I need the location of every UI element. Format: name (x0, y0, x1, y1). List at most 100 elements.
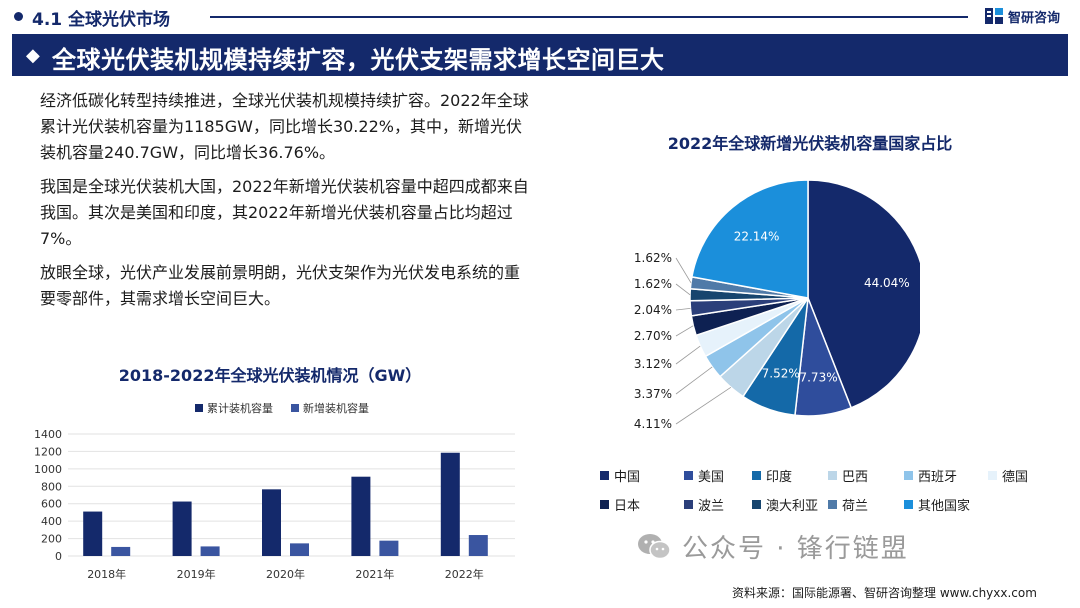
y-tick-label: 600 (41, 498, 62, 511)
pie-data-label: 1.62% (634, 251, 672, 265)
legend-swatch (600, 471, 609, 480)
x-tick-label: 2020年 (266, 567, 305, 581)
legend-swatch (684, 471, 693, 480)
pie-data-label: 3.12% (634, 357, 672, 371)
paragraph: 放眼全球，光伏产业发展前景明朗，光伏支架作为光伏发电系统的重要零部件，其需求增长… (40, 263, 521, 308)
wechat-account-text: 公众号 · 锋行链盟 (682, 534, 909, 564)
legend-label: 澳大利亚 (766, 499, 819, 514)
pie-chart-legend: 中国 美国 印度 巴西 西班牙 德国日本 波兰 澳大利亚 荷兰 其他国家 (600, 466, 1028, 514)
legend-label: 巴西 (842, 470, 869, 485)
bar-chart: 0 200 400 600 800 1000 1200 1400 2018年 2019年 2020年… (34, 428, 515, 581)
legend-swatch (988, 471, 997, 480)
pie-data-label: 2.04% (634, 303, 672, 317)
leader-line (675, 345, 701, 365)
legend-swatch (828, 500, 837, 509)
legend-swatch (752, 471, 761, 480)
x-tick-label: 2019年 (177, 567, 216, 581)
legend-item: 日本 (600, 495, 684, 514)
title-banner: ◆ 全球光伏装机规模持续扩容，光伏支架需求增长空间巨大 (12, 34, 1068, 76)
y-tick-label: 0 (55, 550, 62, 563)
legend-label: 印度 (766, 470, 793, 485)
legend-item: 巴西 (828, 466, 904, 485)
bar-chart-legend: 累计装机容量 新增装机容量 (195, 400, 369, 416)
bar-new (468, 535, 488, 556)
legend-label: 其他国家 (918, 499, 971, 514)
legend-item: 其他国家 (904, 495, 988, 514)
leader-line (675, 283, 691, 296)
x-tick-label: 2022年 (445, 567, 484, 581)
legend-label: 日本 (614, 499, 641, 514)
bar-cumulative (172, 501, 192, 556)
leader-line (675, 307, 691, 311)
legend-item: 德国 (988, 466, 1072, 485)
bar-chart-title: 2018-2022年全球光伏装机情况（GW） (118, 366, 422, 385)
legend-swatch (752, 500, 761, 509)
header-rule (210, 16, 968, 18)
brand-logo: 智研咨询 (984, 6, 1060, 26)
leader-line (675, 325, 694, 337)
legend-item: 西班牙 (904, 466, 988, 485)
legend-swatch (195, 404, 203, 412)
legend-item-new: 新增装机容量 (291, 400, 369, 416)
pie-chart-title: 2022年全球新增光伏装机容量国家占比 (667, 134, 953, 153)
y-tick-label: 200 (41, 533, 62, 546)
legend-swatch (904, 500, 913, 509)
pie-data-label: 2.70% (634, 329, 672, 343)
wechat-watermark: 公众号 · 锋行链盟 (636, 528, 909, 565)
bar-cumulative (262, 489, 281, 556)
leader-line (675, 366, 713, 395)
y-tick-label: 1000 (34, 463, 62, 476)
legend-swatch (828, 471, 837, 480)
x-tick-label: 2018年 (87, 567, 126, 581)
pie-data-label: 44.04% (864, 276, 910, 290)
pie-chart: 44.04% 7.73%7.52% 22.14% 4.11% 3.37% 3.12% 2.7… (634, 179, 920, 431)
pie-data-label: 7.73% (799, 371, 837, 385)
pie-data-label: 4.11% (634, 417, 672, 431)
bar-cumulative (351, 476, 371, 556)
paragraph: 我国是全球光伏装机大国，2022年新增光伏装机容量中超四成都来自我国。其次是美国… (40, 177, 529, 248)
legend-item-cumulative: 累计装机容量 (195, 400, 273, 416)
legend-item: 中国 (600, 466, 684, 485)
legend-label: 中国 (614, 470, 641, 485)
pie-data-label: 7.52% (762, 366, 800, 380)
bar-new (200, 546, 220, 556)
pie-slice (691, 179, 809, 299)
leader-line (675, 257, 692, 284)
leader-line (675, 386, 732, 425)
pie-data-label: 22.14% (734, 229, 780, 243)
legend-item: 印度 (752, 466, 828, 485)
legend-swatch (291, 404, 299, 412)
legend-label: 德国 (1002, 470, 1029, 485)
logo-text: 智研咨询 (1008, 10, 1061, 26)
paragraph: 经济低碳化转型持续推进，全球光伏装机规模持续扩容。2022年全球累计光伏装机容量… (40, 91, 529, 162)
y-tick-label: 1200 (34, 445, 62, 458)
source-note: 资料来源：国际能源署、智研咨询整理 www.chyxx.com (732, 586, 1037, 600)
legend-label: 荷兰 (842, 499, 869, 514)
section-bullet (14, 12, 23, 21)
legend-label: 新增装机容量 (303, 402, 369, 415)
top-bar: 4.1 全球光伏市场 智研咨询 (0, 0, 1080, 34)
bar-new (379, 540, 399, 556)
legend-label: 累计装机容量 (207, 402, 273, 415)
pie-data-label: 1.62% (634, 277, 672, 291)
y-tick-label: 800 (41, 480, 62, 493)
bar-cumulative (83, 511, 103, 556)
y-tick-label: 400 (41, 515, 62, 528)
section-label: 4.1 全球光伏市场 (32, 10, 171, 30)
bar-new (290, 543, 309, 556)
y-tick-label: 1400 (34, 428, 62, 441)
pie-slice (807, 179, 920, 409)
legend-label: 美国 (698, 470, 725, 485)
bar-new (111, 546, 131, 556)
wechat-icon (638, 533, 671, 559)
x-tick-label: 2021年 (355, 567, 394, 581)
body-text: 经济低碳化转型持续推进，全球光伏装机规模持续扩容。2022年全球累计光伏装机容量… (40, 88, 530, 320)
banner-title: 全球光伏装机规模持续扩容，光伏支架需求增长空间巨大 (52, 46, 665, 74)
legend-label: 波兰 (698, 499, 725, 514)
legend-swatch (600, 500, 609, 509)
legend-swatch (684, 500, 693, 509)
zhiyan-logo-icon (985, 8, 1003, 24)
diamond-icon: ◆ (26, 45, 40, 66)
legend-swatch (904, 471, 913, 480)
legend-label: 西班牙 (918, 470, 958, 485)
